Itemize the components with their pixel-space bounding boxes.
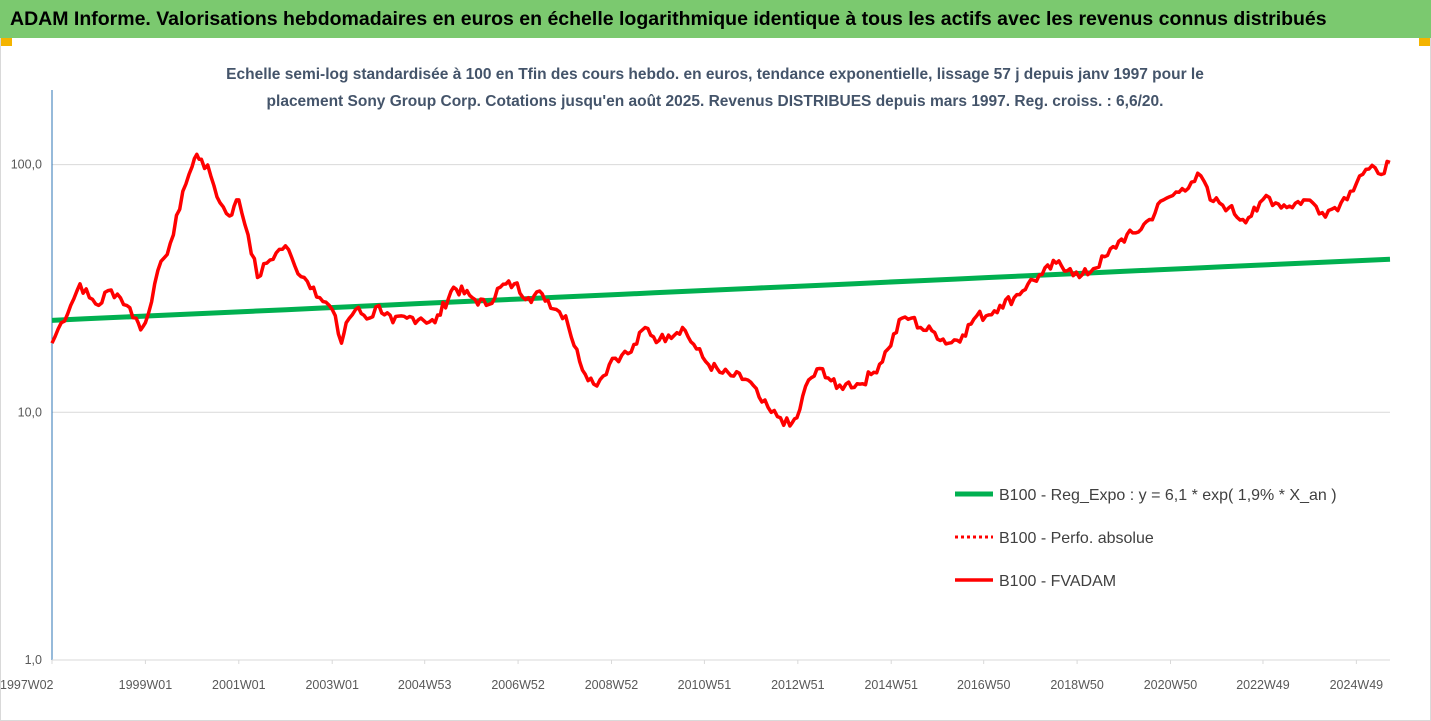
grid-lines (52, 164, 1390, 661)
report-title: ADAM Informe. Valorisations hebdomadaire… (10, 7, 1327, 30)
x-tick-label: 2024W49 (1330, 678, 1384, 692)
y-tick-label: 1,0 (25, 653, 42, 667)
y-tick-label: 100,0 (11, 158, 42, 172)
report-banner: ADAM Informe. Valorisations hebdomadaire… (0, 0, 1431, 38)
chart-title-line-2: placement Sony Group Corp. Cotations jus… (266, 93, 1164, 110)
series-lines (50, 152, 1391, 428)
x-tick-label: 2022W49 (1236, 678, 1290, 692)
legend: B100 - Reg_Expo : y = 6,1 * exp( 1,9% * … (955, 487, 1337, 590)
x-axis: 1997W02 1999W01 2001W01 2003W01 2004W53 2006W… (0, 659, 1390, 692)
x-tick-label: 2014W51 (864, 678, 918, 692)
x-tick-label: 2001W01 (212, 678, 266, 692)
x-tick-label: 2018W50 (1050, 678, 1104, 692)
x-tick-label: 2012W51 (771, 678, 825, 692)
x-tick-label: 2006W52 (491, 678, 545, 692)
legend-label-1: B100 - Perfo. absolue (999, 530, 1154, 547)
x-tick-label: 1997W02 (0, 678, 54, 692)
x-tick-label: 1999W01 (119, 678, 173, 692)
chart-title-line-1: Echelle semi-log standardisée à 100 en T… (226, 66, 1204, 83)
x-tick-label: 2004W53 (398, 678, 452, 692)
x-tick-label: 2016W50 (957, 678, 1011, 692)
legend-label-0: B100 - Reg_Expo : y = 6,1 * exp( 1,9% * … (999, 487, 1337, 504)
y-axis: 1,0 10,0 100,0 (11, 90, 53, 667)
x-tick-label: 2003W01 (305, 678, 359, 692)
y-tick-label: 10,0 (18, 405, 42, 419)
series-line-0 (51, 256, 1391, 323)
corner-marker-right (1419, 38, 1431, 46)
series-line-2 (50, 152, 1391, 428)
x-tick-label: 2010W51 (678, 678, 732, 692)
x-tick-label: 2020W50 (1144, 678, 1198, 692)
corner-marker-left (0, 38, 12, 46)
legend-label-2: B100 - FVADAM (999, 573, 1116, 590)
x-tick-label: 2008W52 (585, 678, 639, 692)
